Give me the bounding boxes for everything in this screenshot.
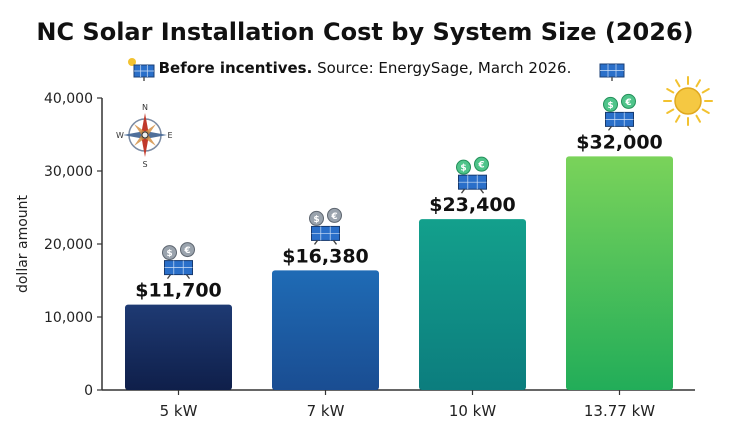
compass-west-label: W <box>116 131 124 140</box>
compass-east-label: E <box>167 131 172 140</box>
svg-text:€: € <box>183 246 190 256</box>
svg-text:€: € <box>624 98 631 108</box>
svg-text:$: $ <box>313 215 319 225</box>
sun-icon <box>663 76 713 126</box>
y-axis-label: dollar amount <box>15 194 31 293</box>
y-tick-label: 30,000 <box>44 164 93 180</box>
bar-5-kw <box>125 304 232 390</box>
compass-rose-icon: N S E W <box>116 103 172 169</box>
x-tick-label: 13.77 kW <box>584 402 655 420</box>
subtitle-emphasis: Before incentives. <box>158 59 313 77</box>
compass-south-label: S <box>142 160 147 169</box>
svg-text:$: $ <box>166 249 172 259</box>
subtitle-text: Source: EnergySage, March 2026. <box>317 59 572 77</box>
data-label: $32,000 <box>576 131 663 153</box>
bars: 5 kW$11,700$ €7 kW$16,380$ €10 kW$23,400$ €… <box>125 93 673 420</box>
svg-text:$: $ <box>460 164 466 174</box>
chart-subtitle: Before incentives. Source: EnergySage, M… <box>0 59 730 77</box>
x-tick-label: 7 kW <box>307 402 345 420</box>
data-label: $23,400 <box>429 194 516 216</box>
chart-title: NC Solar Installation Cost by System Siz… <box>36 18 694 46</box>
x-tick-label: 5 kW <box>160 402 198 420</box>
bar-10-kw <box>419 219 526 390</box>
y-tick-label: 40,000 <box>44 91 93 107</box>
svg-text:$: $ <box>607 101 613 111</box>
y-axis-ticks: 0 10,000 20,000 30,000 40,000 <box>44 91 102 399</box>
y-tick-label: 20,000 <box>44 237 93 253</box>
money-coins-solar-panel-icon: $ € <box>603 93 636 131</box>
money-coins-solar-panel-icon: $ € <box>162 242 195 279</box>
money-coins-solar-panel-icon: $ € <box>309 207 342 245</box>
svg-text:€: € <box>477 161 484 171</box>
bar-13-77-kw <box>566 156 673 390</box>
y-tick-label: 0 <box>84 383 93 399</box>
money-coins-solar-panel-icon: $ € <box>456 156 489 194</box>
solar-panel-icon <box>128 58 155 81</box>
svg-text:€: € <box>330 212 337 222</box>
y-tick-label: 10,000 <box>44 310 93 326</box>
compass-north-label: N <box>142 103 148 112</box>
data-label: $16,380 <box>282 245 369 267</box>
bar-7-kw <box>272 270 379 390</box>
solar-panel-icon <box>599 63 625 81</box>
data-label: $11,700 <box>135 280 222 302</box>
x-tick-label: 10 kW <box>449 402 497 420</box>
